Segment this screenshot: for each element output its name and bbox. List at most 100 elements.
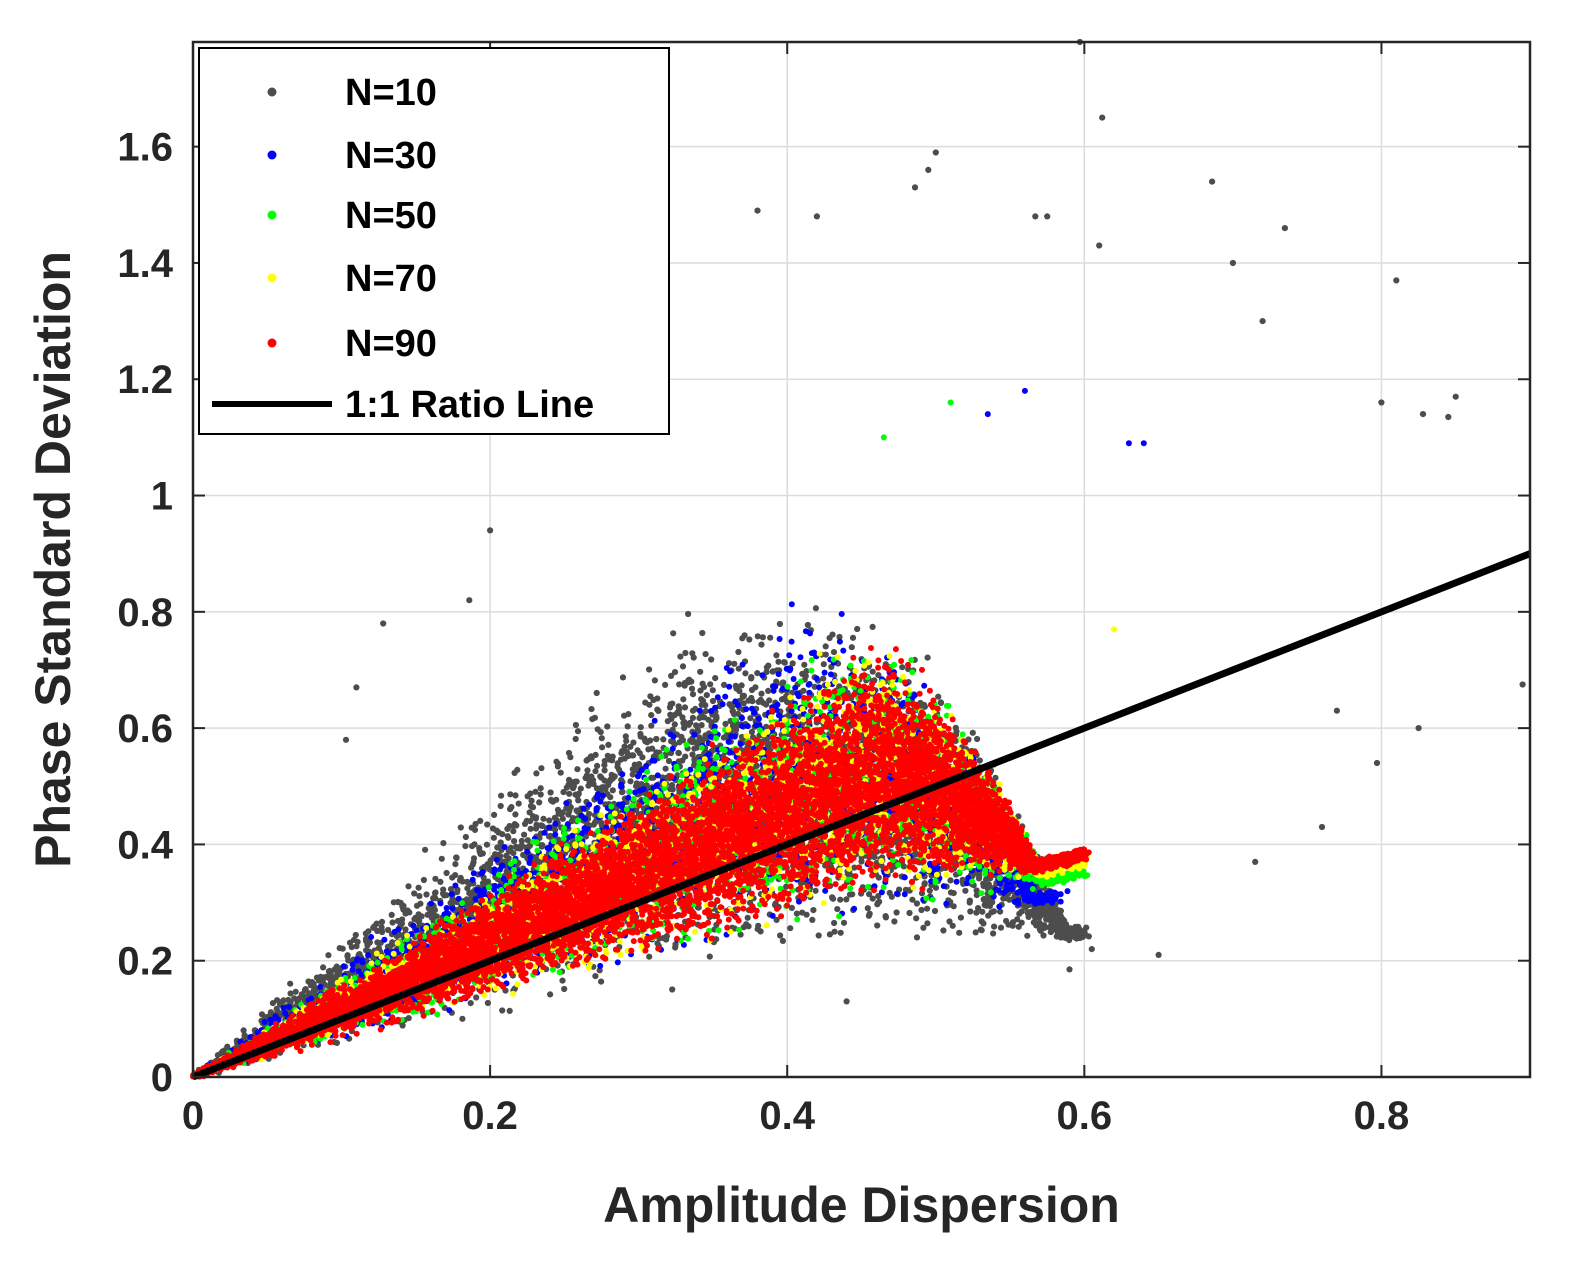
data-point (765, 687, 772, 695)
data-point (526, 809, 533, 816)
data-point (506, 823, 513, 830)
data-point (702, 651, 709, 658)
data-point (767, 634, 774, 641)
data-point (947, 889, 955, 896)
data-point (440, 840, 447, 847)
data-point (689, 751, 696, 758)
data-point (854, 625, 861, 633)
data-point (388, 911, 395, 919)
data-point (811, 683, 818, 690)
data-point (510, 850, 517, 857)
data-point (720, 734, 728, 741)
data-point (913, 934, 921, 941)
data-point (662, 765, 669, 772)
data-point (572, 791, 579, 798)
data-point (406, 909, 413, 916)
data-point (679, 714, 686, 721)
data-point (504, 833, 511, 840)
data-point (499, 831, 506, 838)
data-point (849, 634, 857, 641)
data-point (622, 733, 629, 740)
data-point (625, 711, 632, 718)
data-point (546, 817, 553, 824)
data-point (765, 662, 772, 669)
data-point (973, 909, 980, 916)
data-point (310, 987, 317, 994)
data-point (588, 755, 595, 762)
data-point (810, 907, 817, 914)
data-point (585, 776, 592, 783)
data-point (1031, 918, 1038, 926)
data-point (886, 889, 893, 897)
data-point (536, 799, 543, 806)
data-point (746, 636, 753, 643)
data-point (633, 783, 640, 790)
data-point (598, 735, 605, 742)
data-point (676, 681, 683, 688)
data-point (758, 690, 765, 697)
data-point (605, 741, 612, 749)
data-point (815, 932, 822, 939)
data-point (918, 906, 925, 914)
data-point (593, 689, 600, 697)
data-point (728, 703, 735, 710)
data-point (462, 843, 469, 850)
data-point (1003, 917, 1010, 925)
data-point (820, 675, 827, 682)
data-point (557, 769, 564, 776)
data-point (432, 889, 439, 896)
data-point (273, 1005, 280, 1012)
data-point (702, 708, 709, 715)
data-point (637, 733, 644, 740)
data-point (354, 938, 361, 946)
data-point (452, 861, 459, 868)
data-point (527, 825, 534, 832)
data-point (533, 770, 540, 777)
data-point (390, 899, 397, 906)
data-point (538, 765, 545, 772)
data-point (462, 833, 469, 841)
data-point (779, 937, 787, 945)
data-point (875, 893, 882, 900)
data-point (976, 757, 983, 764)
data-point (604, 723, 611, 730)
data-point (374, 939, 381, 946)
data-point (731, 660, 738, 667)
data-point (586, 810, 593, 818)
data-point (920, 924, 927, 931)
data-point (627, 743, 634, 750)
data-point (787, 925, 794, 932)
data-point (735, 648, 742, 656)
data-point (697, 668, 704, 675)
data-point (931, 907, 939, 915)
data-point (947, 877, 954, 884)
data-point (498, 792, 505, 799)
data-point (757, 928, 764, 935)
data-point (926, 887, 933, 894)
data-point (491, 811, 498, 819)
data-point (679, 663, 687, 670)
data-point (333, 973, 340, 980)
data-point (598, 774, 605, 781)
data-point (609, 773, 616, 780)
data-point (757, 696, 764, 704)
data-point (362, 930, 369, 937)
data-point (739, 635, 746, 642)
data-point (990, 930, 997, 937)
data-point (575, 797, 582, 804)
data-point (670, 630, 677, 637)
data-point (812, 605, 820, 612)
data-point (940, 927, 947, 934)
data-point (932, 884, 940, 891)
data-point (713, 715, 720, 722)
data-point (592, 973, 599, 980)
data-point (674, 709, 681, 716)
data-point (678, 733, 685, 741)
data-point (1037, 927, 1044, 934)
data-point (521, 831, 528, 838)
data-point (677, 653, 684, 660)
data-point (336, 945, 343, 952)
data-point (979, 908, 986, 915)
data-point (464, 878, 471, 886)
